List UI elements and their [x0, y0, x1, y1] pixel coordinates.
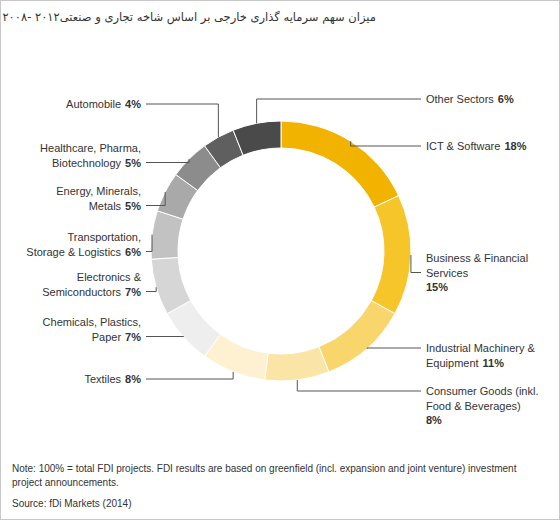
- svg-text:Food & Beverages): Food & Beverages): [426, 400, 521, 412]
- html-text:میزان سهم سرمایه گذاری خارجی ب: میزان سهم سرمایه گذاری خارجی بر اساس شاخ…: [2, 10, 376, 24]
- svg-text:Chemicals, Plastics,: Chemicals, Plastics,: [43, 316, 141, 328]
- svg-text:Business & Financial: Business & Financial: [426, 252, 528, 264]
- svg-text:Energy, Minerals,: Energy, Minerals,: [56, 185, 141, 197]
- svg-text:Semiconductors7%: Semiconductors7%: [42, 286, 141, 298]
- svg-text:Transportation,: Transportation,: [67, 231, 141, 243]
- svg-text:Electronics &: Electronics &: [77, 271, 142, 283]
- svg-text:Biotechnology5%: Biotechnology5%: [52, 157, 141, 169]
- html-text:Source: fDi Markets (2014): Source: fDi Markets (2014): [12, 498, 132, 509]
- svg-text:Other Sectors6%: Other Sectors6%: [426, 93, 514, 105]
- svg-text:ICT & Software18%: ICT & Software18%: [426, 140, 527, 152]
- svg-text:Industrial Machinery &: Industrial Machinery &: [426, 342, 535, 354]
- svg-text:Services: Services: [426, 267, 469, 279]
- svg-text:Consumer Goods (inkl.: Consumer Goods (inkl.: [426, 385, 539, 397]
- svg-text:Metals5%: Metals5%: [89, 200, 142, 212]
- html-text:Note: 100% = total FDI project: Note: 100% = total FDI projects. FDI res…: [12, 463, 517, 488]
- svg-text:Automobile4%: Automobile4%: [66, 98, 141, 110]
- svg-text:15%: 15%: [426, 281, 448, 293]
- svg-text:Paper7%: Paper7%: [92, 331, 141, 343]
- svg-text:Storage & Logistics6%: Storage & Logistics6%: [26, 246, 141, 258]
- svg-text:Equipment11%: Equipment11%: [426, 357, 504, 369]
- svg-text:8%: 8%: [426, 414, 442, 426]
- svg-text:Textiles8%: Textiles8%: [84, 373, 141, 385]
- svg-text:Healthcare, Pharma,: Healthcare, Pharma,: [40, 142, 141, 154]
